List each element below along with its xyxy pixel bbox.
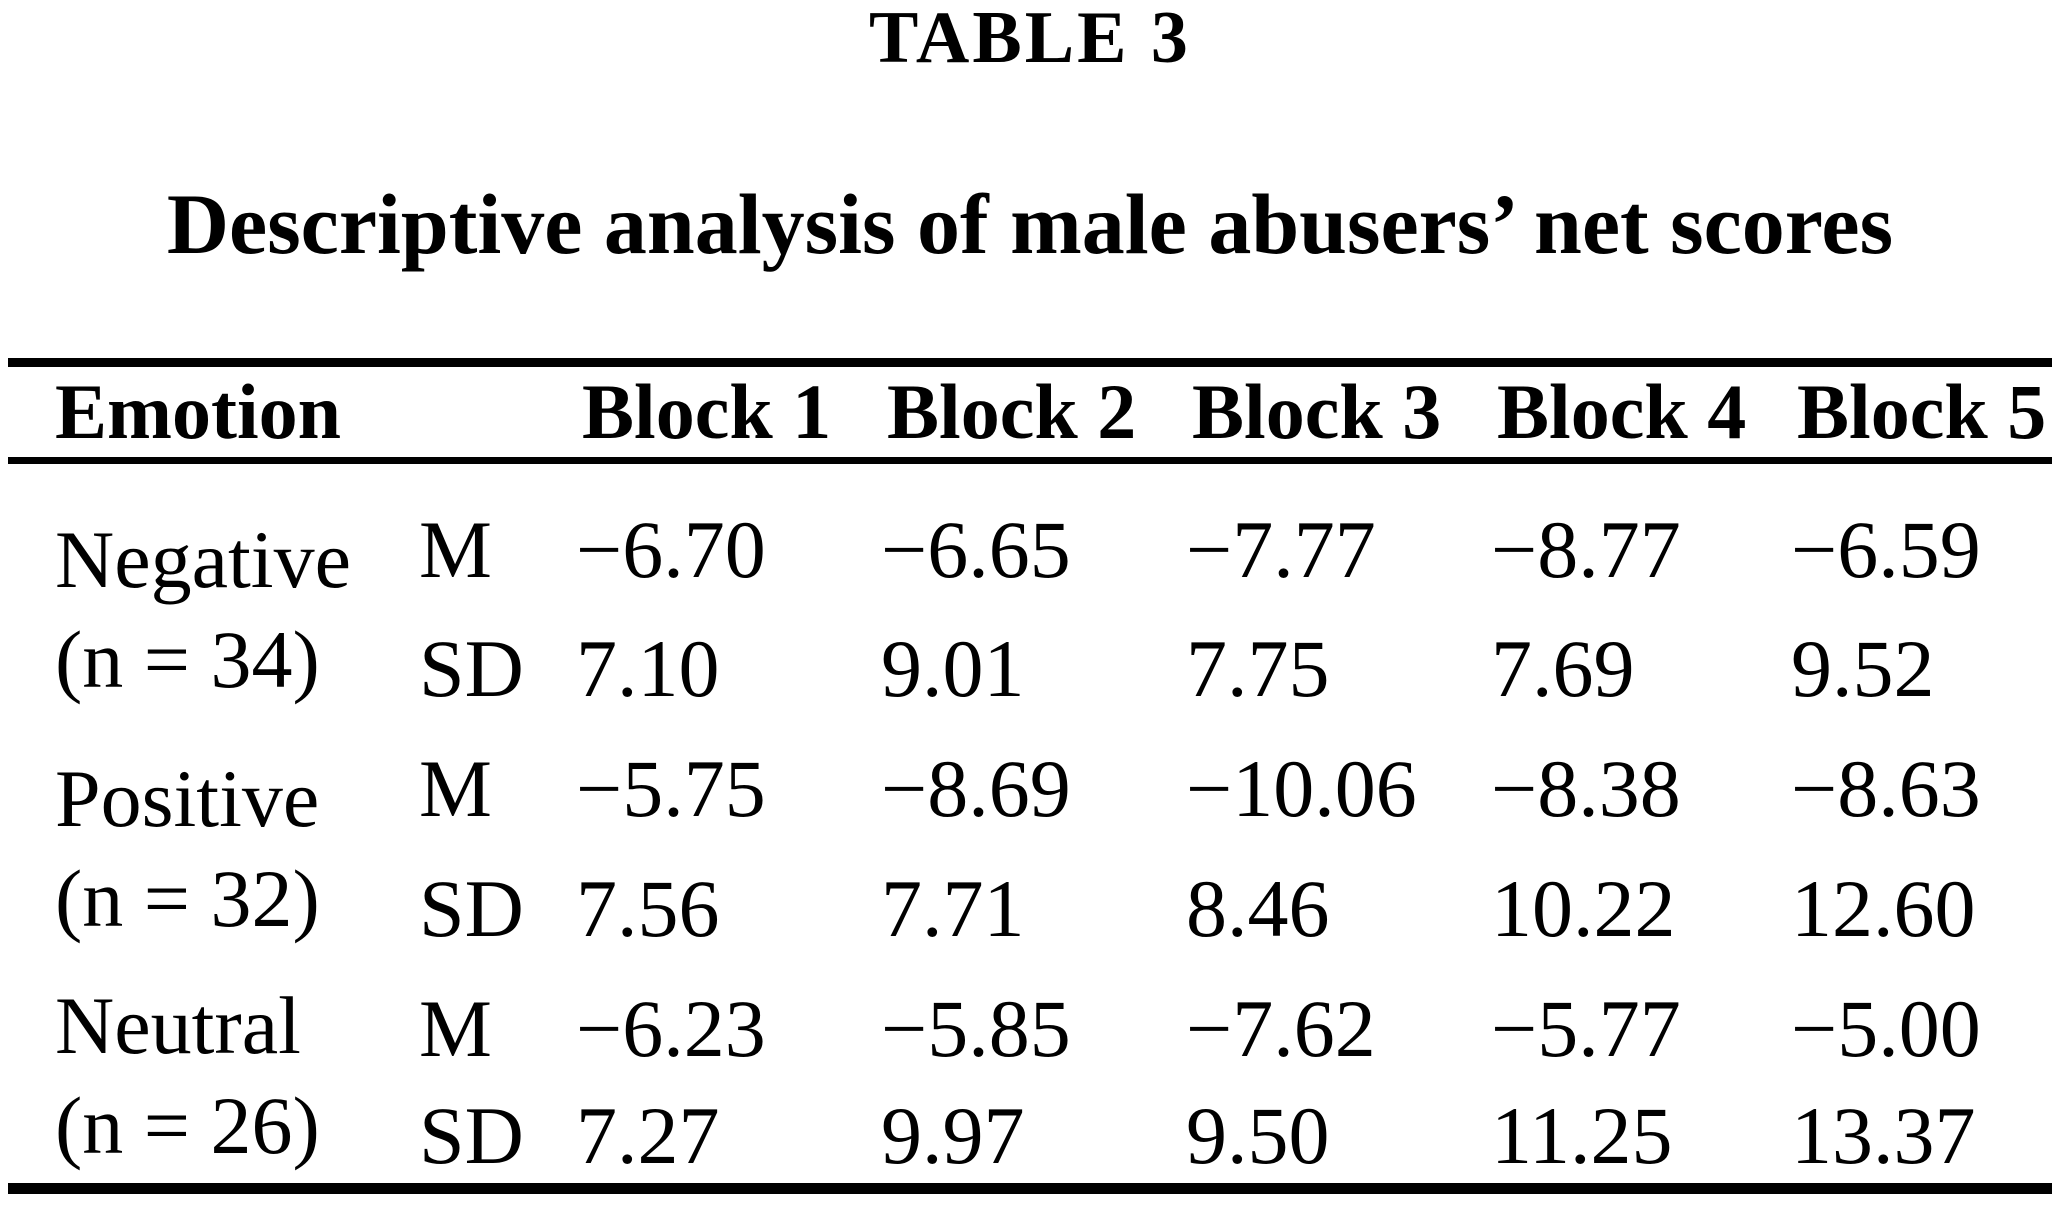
table-row-positive-sd: SD 7.56 7.71 8.46 10.22 12.60 [8, 849, 2052, 969]
table-row-negative-sd: SD 7.10 9.01 7.75 7.69 9.52 [8, 609, 2052, 729]
value-cell: −5.00 [1791, 982, 1981, 1074]
value-cell: −7.77 [1186, 504, 1376, 596]
value-cell: −5.75 [576, 742, 766, 834]
value-cell: −8.63 [1791, 742, 1981, 834]
stat-label: M [419, 504, 492, 596]
emotion-label: Positive [55, 752, 320, 844]
value-cell: 7.69 [1491, 622, 1635, 714]
value-cell: −6.23 [576, 982, 766, 1074]
value-cell: 7.10 [576, 622, 720, 714]
value-cell: −5.85 [881, 982, 1071, 1074]
emotion-label: Negative [55, 514, 351, 606]
table-row-positive-m: Positive (n = 32) M −5.75 −8.69 −10.06 −… [8, 729, 2052, 944]
emotion-cell-positive: Positive (n = 32) [8, 729, 413, 969]
value-cell: 7.27 [576, 1089, 720, 1181]
value-cell: −6.70 [576, 504, 766, 596]
value-cell: 7.56 [576, 862, 720, 954]
value-cell: 8.46 [1186, 862, 1330, 954]
value-cell: 9.97 [881, 1089, 1025, 1181]
stat-label: M [419, 982, 492, 1074]
descriptive-stats-table: Emotion Block 1 Block 2 Block 3 Block 4 … [8, 358, 2052, 1194]
column-header-block-3: Block 3 [1192, 368, 1442, 455]
header-row: Emotion Block 1 Block 2 Block 3 Block 4 … [8, 363, 2052, 461]
table-caption: Descriptive analysis of male abusers’ ne… [166, 176, 1894, 272]
column-header-block-4: Block 4 [1497, 368, 1747, 455]
value-cell: −6.65 [881, 504, 1071, 596]
value-cell: −6.59 [1791, 504, 1981, 596]
value-cell: 9.50 [1186, 1089, 1330, 1181]
table-row-negative-m: Negative (n = 34) M −6.70 −6.65 −7.77 −8… [8, 461, 2052, 705]
value-cell: 9.01 [881, 622, 1025, 714]
column-header-block-5: Block 5 [1797, 368, 2047, 455]
emotion-label: Neutral [55, 979, 301, 1071]
value-cell: 9.52 [1791, 622, 1935, 714]
value-cell: 10.22 [1491, 862, 1676, 954]
value-cell: −10.06 [1186, 742, 1417, 834]
value-cell: 11.25 [1491, 1089, 1673, 1181]
stat-label: SD [419, 1089, 524, 1181]
value-cell: −8.77 [1491, 504, 1681, 596]
table-row-neutral-m: Neutral (n = 26) M −6.23 −5.85 −7.62 −5.… [8, 969, 2052, 1171]
emotion-n-label: (n = 34) [55, 614, 320, 706]
column-header-emotion: Emotion [55, 368, 342, 455]
emotion-cell-negative: Negative (n = 34) [8, 461, 413, 729]
value-cell: −7.62 [1186, 982, 1376, 1074]
emotion-n-label: (n = 26) [55, 1079, 320, 1171]
stat-label: SD [419, 622, 524, 714]
value-cell: 13.37 [1791, 1089, 1976, 1181]
column-header-stat [413, 363, 568, 461]
value-cell: −5.77 [1491, 982, 1681, 1074]
emotion-cell-neutral: Neutral (n = 26) [8, 969, 413, 1189]
value-cell: 7.75 [1186, 622, 1330, 714]
value-cell: −8.69 [881, 742, 1071, 834]
table-row-neutral-sd: SD 7.27 9.97 9.50 11.25 13.37 [8, 1089, 2052, 1189]
column-header-block-1: Block 1 [582, 368, 832, 455]
column-header-block-2: Block 2 [887, 368, 1137, 455]
value-cell: 12.60 [1791, 862, 1976, 954]
table-label: TABLE 3 [869, 0, 1191, 79]
stat-label: SD [419, 862, 524, 954]
value-cell: −8.38 [1491, 742, 1681, 834]
stat-label: M [419, 742, 492, 834]
value-cell: 7.71 [881, 862, 1025, 954]
emotion-n-label: (n = 32) [55, 852, 320, 944]
